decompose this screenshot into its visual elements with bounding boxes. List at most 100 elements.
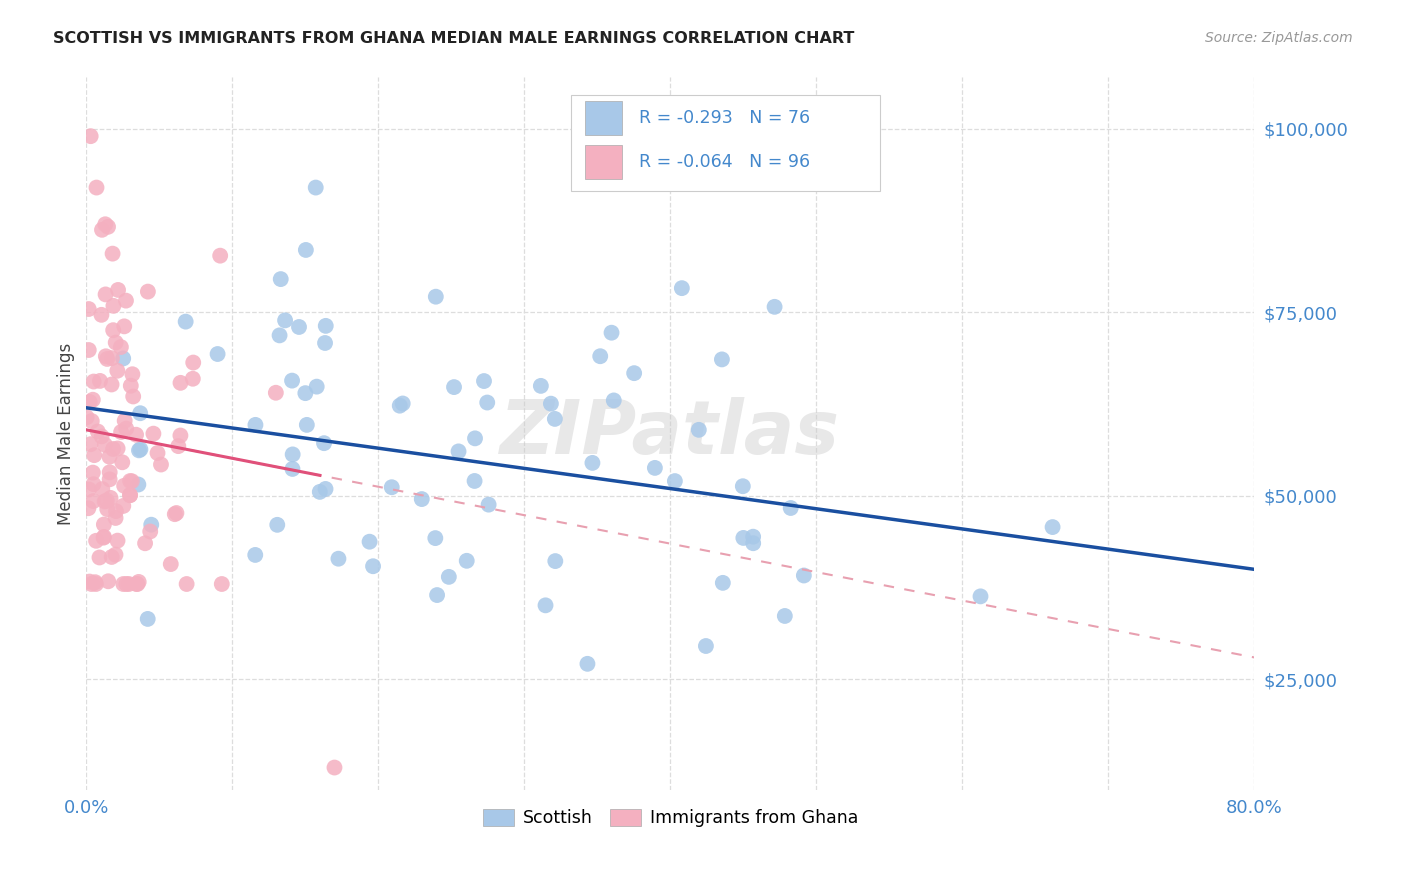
Point [77,501,100,516]
Point [181,372,204,386]
Point [589,349,612,363]
Point [779,501,801,516]
Point [122,389,145,403]
Point [112,319,135,334]
Point [478,498,501,512]
Point [110,340,132,354]
Point [83,448,105,462]
Point [103,299,125,313]
Point [359,534,381,549]
Point [90,429,112,443]
Point [411,492,433,507]
Point [447,444,470,458]
Point [94,438,117,452]
Point [733,531,755,545]
Point [86,180,108,194]
Point [105,364,128,378]
Point [118,577,141,591]
Point [97,219,120,234]
Point [79,437,101,451]
Point [361,559,384,574]
Point [101,351,124,366]
Point [167,439,190,453]
Text: ZIPatlas: ZIPatlas [501,397,841,470]
Point [576,657,599,671]
Point [94,287,117,301]
Point [773,609,796,624]
Point [142,426,165,441]
Point [82,392,104,407]
Point [77,301,100,316]
Point [544,412,567,426]
Point [544,554,567,568]
Point [96,502,118,516]
Point [79,574,101,589]
Point [146,446,169,460]
Point [165,506,187,520]
Point [121,474,143,488]
Point [269,328,291,343]
Point [107,533,129,548]
Point [207,347,229,361]
Point [264,385,287,400]
Point [266,517,288,532]
Point [104,511,127,525]
Point [793,568,815,582]
Point [134,536,156,550]
Point [426,588,449,602]
Point [477,395,499,409]
Point [295,417,318,432]
Point [125,577,148,591]
Point [288,320,311,334]
Point [98,472,121,486]
Point [381,480,404,494]
Point [83,477,105,491]
Point [464,474,486,488]
FancyBboxPatch shape [571,95,880,192]
Point [581,456,603,470]
Point [323,760,346,774]
Point [711,575,734,590]
Point [425,290,447,304]
Point [127,477,149,491]
Point [169,376,191,390]
Point [129,442,152,457]
Legend: Scottish, Immigrants from Ghana: Scottish, Immigrants from Ghana [475,802,865,834]
Point [118,488,141,502]
Point [87,425,110,439]
Point [136,612,159,626]
Point [104,335,127,350]
Point [149,458,172,472]
Point [270,272,292,286]
Point [77,483,100,497]
Point [82,494,104,508]
Point [305,379,328,393]
Point [139,524,162,539]
Point [128,443,150,458]
Y-axis label: Median Male Earnings: Median Male Earnings [58,343,75,524]
Point [101,246,124,260]
Text: R = -0.064   N = 96: R = -0.064 N = 96 [638,153,810,171]
Point [312,436,335,450]
Point [128,574,150,589]
Point [90,308,112,322]
Point [969,590,991,604]
Point [245,548,267,562]
Point [425,531,447,545]
Point [121,368,143,382]
Point [209,249,232,263]
Point [600,326,623,340]
Point [98,450,121,464]
Point [89,550,111,565]
Point [112,499,135,513]
Point [96,351,118,366]
Point [107,283,129,297]
Point [96,493,118,508]
Point [308,484,330,499]
Point [742,530,765,544]
Point [77,343,100,357]
Point [114,414,136,428]
Point [644,461,666,475]
Point [603,393,626,408]
FancyBboxPatch shape [585,145,623,179]
